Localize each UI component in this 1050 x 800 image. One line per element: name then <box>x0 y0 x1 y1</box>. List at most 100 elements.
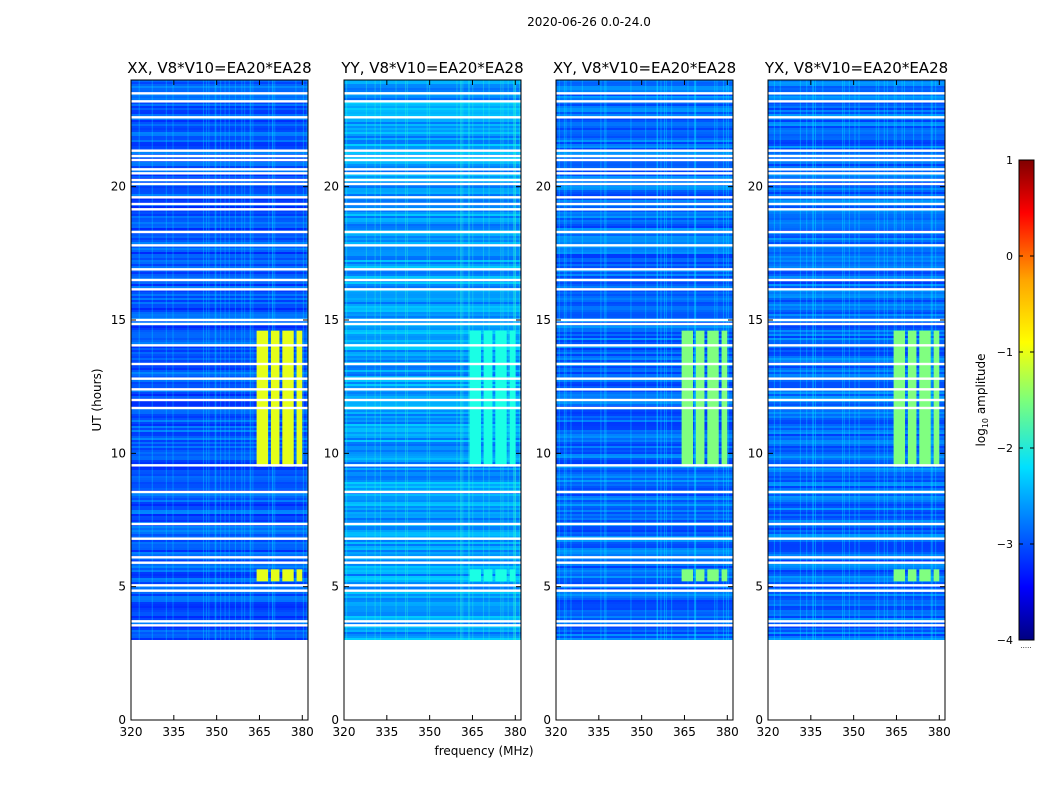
texture-row <box>131 366 308 368</box>
texture-row <box>344 484 521 486</box>
texture-row <box>768 604 945 606</box>
texture-row <box>131 570 308 572</box>
rfi-streak <box>514 80 516 640</box>
texture-row <box>768 494 945 496</box>
texture-row <box>556 632 733 634</box>
texture-row <box>768 516 945 518</box>
texture-row <box>131 120 308 122</box>
texture-row <box>131 220 308 222</box>
flagged-row <box>131 244 308 247</box>
texture-row <box>768 530 945 532</box>
texture-row <box>556 222 733 224</box>
texture-row <box>556 484 733 486</box>
texture-row <box>344 312 521 314</box>
rfi-streak <box>268 80 270 640</box>
flagged-row <box>556 278 733 282</box>
texture-row <box>768 88 945 90</box>
texture-row <box>768 248 945 250</box>
y-tick-label: 20 <box>748 180 763 194</box>
texture-row <box>556 270 733 272</box>
flagged-row <box>131 620 308 623</box>
bright-band <box>256 569 269 582</box>
flagged-row <box>344 377 521 380</box>
rfi-streak <box>694 80 696 640</box>
texture-row <box>344 422 521 424</box>
texture-row <box>768 216 945 218</box>
texture-row <box>344 548 521 550</box>
flagged-row <box>131 464 308 467</box>
texture-row <box>556 570 733 572</box>
texture-row <box>556 446 733 448</box>
texture-row <box>131 94 308 96</box>
texture-row <box>131 486 308 488</box>
bright-band <box>483 330 493 467</box>
bright-band <box>270 569 280 582</box>
texture-row <box>768 426 945 428</box>
texture-row <box>768 220 945 222</box>
texture-row <box>131 370 308 372</box>
texture-row <box>768 394 945 396</box>
texture-row <box>556 550 733 552</box>
flagged-row <box>556 268 733 271</box>
texture-row <box>131 576 308 578</box>
texture-row <box>131 290 308 292</box>
texture-row <box>344 270 521 272</box>
texture-row <box>131 210 308 212</box>
texture-row <box>131 340 308 342</box>
texture-row <box>344 392 521 394</box>
texture-row <box>556 214 733 216</box>
texture-row <box>556 128 733 130</box>
texture-row <box>344 146 521 148</box>
texture-row <box>344 174 521 176</box>
flagged-row <box>131 537 308 540</box>
flagged-row <box>344 344 521 347</box>
texture-row <box>556 462 733 464</box>
texture-row <box>131 186 308 188</box>
texture-row <box>344 246 521 248</box>
texture-row <box>768 302 945 304</box>
texture-row <box>768 316 945 318</box>
rfi-streak <box>250 80 252 640</box>
colorbar-label: log10 amplitude <box>974 354 990 447</box>
texture-row <box>344 476 521 478</box>
texture-row <box>768 470 945 472</box>
texture-row <box>556 502 733 504</box>
texture-row <box>131 514 308 516</box>
texture-row <box>131 638 308 640</box>
texture-row <box>131 314 308 316</box>
texture-row <box>344 152 521 154</box>
texture-row <box>556 496 733 498</box>
rfi-streak <box>656 80 658 640</box>
flagged-row <box>131 178 308 182</box>
texture-row <box>344 328 521 330</box>
texture-row <box>768 276 945 278</box>
texture-row <box>344 238 521 240</box>
bright-band <box>469 569 482 582</box>
texture-row <box>556 434 733 436</box>
texture-row <box>344 424 521 426</box>
rfi-streak <box>558 80 560 640</box>
texture-row <box>131 266 308 268</box>
flagged-row <box>556 100 733 103</box>
flagged-row <box>344 388 521 391</box>
texture-row <box>344 592 521 594</box>
texture-row <box>131 540 308 542</box>
texture-row <box>768 270 945 272</box>
texture-row <box>344 132 521 134</box>
texture-row <box>344 236 521 238</box>
texture-row <box>556 500 733 502</box>
texture-row <box>131 250 308 252</box>
texture-row <box>556 600 733 602</box>
panel-title: YX, V8*V10=EA20*EA28 <box>764 59 948 77</box>
texture-row <box>556 384 733 386</box>
flagged-row <box>344 288 521 291</box>
flagged-row <box>556 288 733 291</box>
texture-row <box>768 412 945 414</box>
texture-row <box>344 418 521 420</box>
texture-row <box>556 258 733 260</box>
texture-row <box>556 304 733 306</box>
x-tick-label: 380 <box>291 725 314 739</box>
texture-row <box>344 396 521 398</box>
flagged-row <box>768 589 945 592</box>
texture-row <box>556 536 733 538</box>
